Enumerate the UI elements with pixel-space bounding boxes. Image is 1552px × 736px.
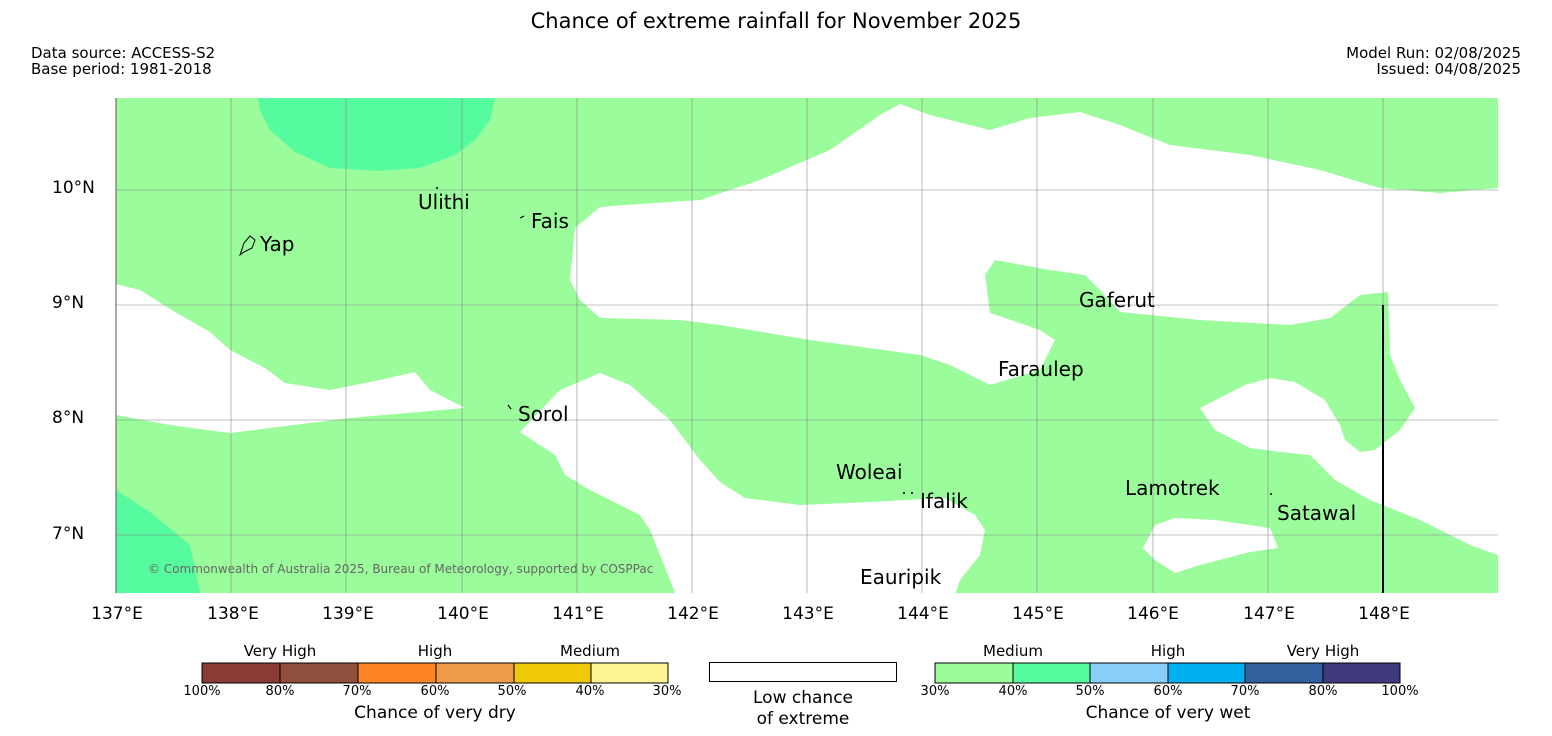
low-chance-label: Low chance of extreme xyxy=(753,688,853,730)
dry-swatch-50-60 xyxy=(435,662,515,684)
dry-swatch-40-50 xyxy=(513,662,592,684)
rainfall-map xyxy=(115,98,1498,593)
lon-tick-148e: 148°E xyxy=(1358,604,1410,624)
place-label-yap: Yap xyxy=(260,232,295,256)
issued-date: Issued: 04/08/2025 xyxy=(1376,60,1521,78)
wet-category-medium: Medium xyxy=(983,642,1043,660)
lon-tick-144e: 144°E xyxy=(897,604,949,624)
dry-swatch-70-80 xyxy=(279,662,359,684)
lon-tick-146e: 146°E xyxy=(1127,604,1179,624)
place-label-gaferut: Gaferut xyxy=(1079,288,1155,312)
dry-category-very-high: Very High xyxy=(243,642,317,660)
place-label-ulithi: Ulithi xyxy=(418,190,470,214)
high-wet-region-southwest xyxy=(116,490,200,593)
wet-pct-60: 60% xyxy=(1153,684,1183,699)
lat-tick-10n: 10°N xyxy=(52,178,95,198)
place-label-ifalik: Ifalik xyxy=(920,489,968,513)
dry-pct-100: 100% xyxy=(183,684,221,699)
low-chance-region-west xyxy=(116,284,465,433)
dry-pct-30: 30% xyxy=(652,684,682,699)
wet-pct-50: 50% xyxy=(1075,684,1105,699)
dry-swatch-60-70 xyxy=(357,662,437,684)
lon-tick-137e: 137°E xyxy=(91,604,143,624)
dry-pct-40: 40% xyxy=(575,684,605,699)
lon-tick-139e: 139°E xyxy=(322,604,374,624)
lon-tick-142e: 142°E xyxy=(667,604,719,624)
source-info: Data source: ACCESS-S2 Base period: 1981… xyxy=(31,45,215,77)
satawal-island-shape xyxy=(1270,493,1272,495)
place-label-fais: Fais xyxy=(531,209,569,233)
low-chance-region-east xyxy=(570,104,1498,385)
low-chance-line1: Low chance xyxy=(753,688,853,708)
chart-title: Chance of extreme rainfall for November … xyxy=(530,9,1022,33)
map-grid xyxy=(116,98,1498,593)
place-label-satawal: Satawal xyxy=(1277,501,1357,525)
copyright-credit: © Commonwealth of Australia 2025, Bureau… xyxy=(148,562,654,576)
place-label-lamotrek: Lamotrek xyxy=(1125,476,1220,500)
dry-pct-70: 70% xyxy=(342,684,372,699)
yap-island-shape xyxy=(239,235,256,257)
place-label-eauripik: Eauripik xyxy=(860,565,942,589)
lon-tick-141e: 141°E xyxy=(552,604,604,624)
low-chance-line2: of extreme xyxy=(756,709,850,729)
dry-pct-80: 80% xyxy=(265,684,295,699)
wet-swatch-40-50 xyxy=(1012,662,1091,684)
wet-pct-70: 70% xyxy=(1230,684,1260,699)
lon-tick-140e: 140°E xyxy=(437,604,489,624)
dry-swatch-30-40 xyxy=(590,662,669,684)
lat-tick-8n: 8°N xyxy=(52,408,85,428)
wet-category-very-high: Very High xyxy=(1286,642,1360,660)
model-run: Model Run: 02/08/2025 xyxy=(1346,44,1521,62)
ulithi-island-shape xyxy=(436,187,438,189)
fais-island-shape xyxy=(519,215,525,219)
low-chance-region-south xyxy=(520,373,985,593)
wet-pct-40: 40% xyxy=(998,684,1028,699)
dry-category-medium: Medium xyxy=(560,642,620,660)
low-chance-region-mid xyxy=(1200,292,1498,555)
wet-swatch-50-60 xyxy=(1089,662,1169,684)
wet-category-high: High xyxy=(1150,642,1186,660)
data-source: Data source: ACCESS-S2 xyxy=(31,44,216,62)
lon-tick-145e: 145°E xyxy=(1012,604,1064,624)
low-chance-region-island xyxy=(1143,518,1278,573)
dry-pct-50: 50% xyxy=(497,684,527,699)
wet-pct-80: 80% xyxy=(1308,684,1338,699)
dry-colorbar xyxy=(201,662,669,684)
dry-pct-60: 60% xyxy=(420,684,450,699)
wet-swatch-70-80 xyxy=(1244,662,1324,684)
wet-swatch-80-100 xyxy=(1322,662,1401,684)
lat-tick-9n: 9°N xyxy=(52,293,85,313)
sorol-island-shape xyxy=(507,404,512,410)
wet-scale-title: Chance of very wet xyxy=(1085,703,1251,723)
place-label-faraulep: Faraulep xyxy=(998,357,1084,381)
run-info: Model Run: 02/08/2025 Issued: 04/08/2025 xyxy=(1346,45,1521,77)
base-period: Base period: 1981-2018 xyxy=(31,60,212,78)
lat-tick-7n: 7°N xyxy=(52,524,85,544)
place-label-woleai: Woleai xyxy=(836,460,903,484)
low-chance-swatch xyxy=(709,662,897,682)
high-wet-region-north xyxy=(258,98,495,171)
dry-scale-title: Chance of very dry xyxy=(354,703,516,723)
wet-swatch-30-40 xyxy=(934,662,1014,684)
wet-pct-100: 100% xyxy=(1381,684,1419,699)
lon-tick-143e: 143°E xyxy=(782,604,834,624)
wet-swatch-60-70 xyxy=(1167,662,1246,684)
lon-tick-138e: 138°E xyxy=(207,604,259,624)
wet-colorbar xyxy=(934,662,1401,684)
wet-pct-30: 30% xyxy=(920,684,950,699)
dry-swatch-80-100 xyxy=(201,662,281,684)
ifalik-island-shape xyxy=(911,492,913,494)
lon-tick-147e: 147°E xyxy=(1243,604,1295,624)
dry-category-high: High xyxy=(417,642,453,660)
place-label-sorol: Sorol xyxy=(518,402,569,426)
woleai-island-shape xyxy=(903,492,905,494)
